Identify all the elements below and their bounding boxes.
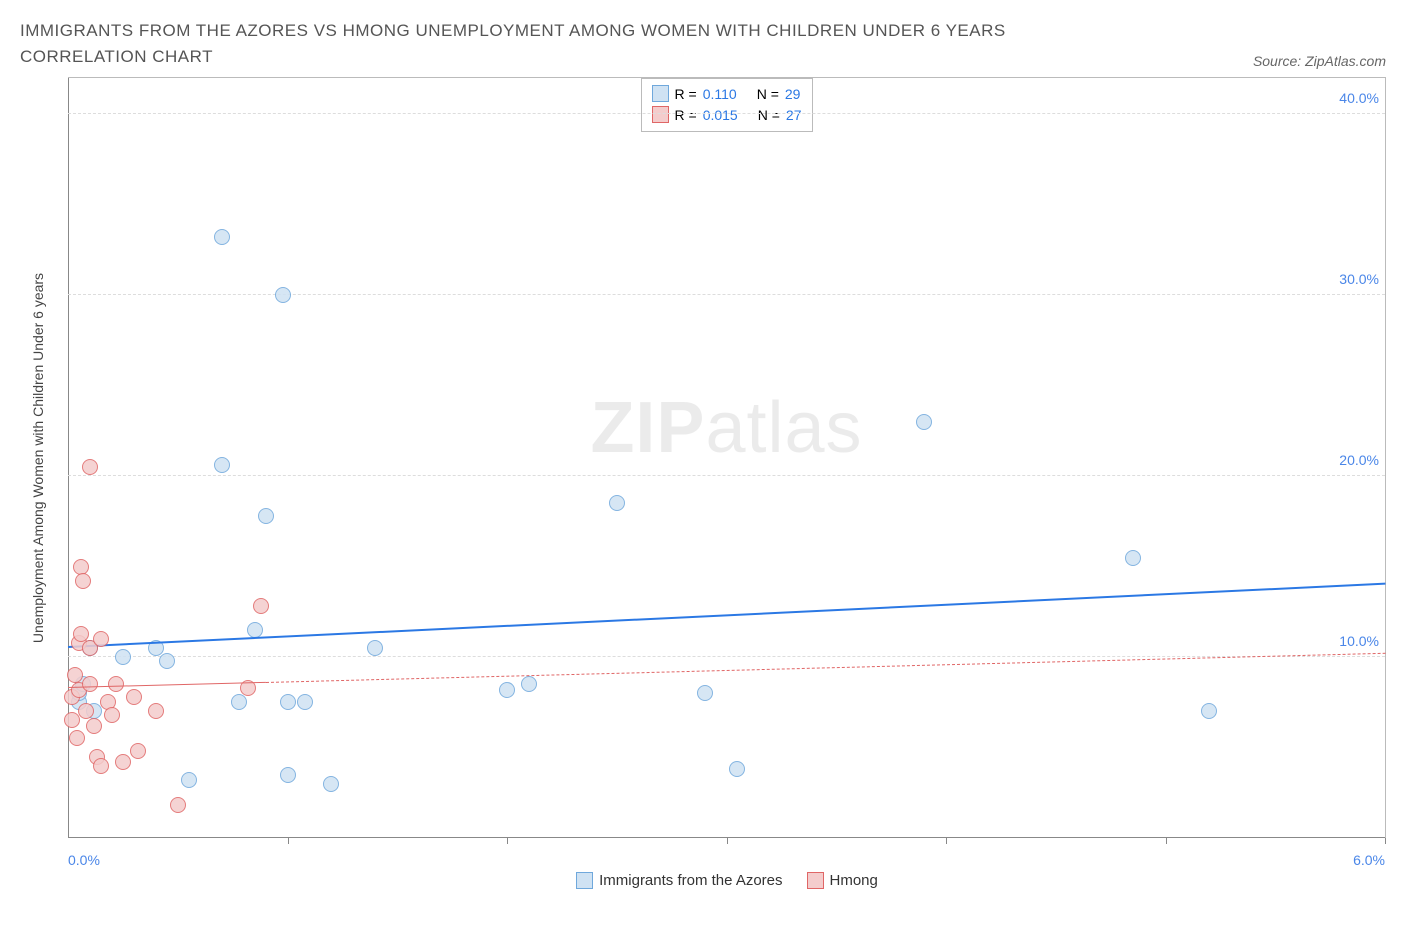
data-point-hmong	[82, 676, 98, 692]
r-label: R =	[675, 86, 697, 102]
chart-header: IMMIGRANTS FROM THE AZORES VS HMONG UNEM…	[20, 18, 1386, 69]
correlation-legend: R = 0.110 N = 29 R = 0.015 N = 27	[641, 78, 813, 132]
y-tick-label: 30.0%	[1339, 271, 1379, 287]
y-tick-label: 10.0%	[1339, 633, 1379, 649]
r-value: 0.110	[703, 86, 737, 102]
legend-label: Immigrants from the Azores	[599, 872, 782, 889]
x-tick-mark	[727, 838, 728, 844]
y-tick-label: 40.0%	[1339, 90, 1379, 106]
legend-label: Hmong	[830, 872, 878, 889]
x-tick-max: 6.0%	[1353, 852, 1385, 868]
data-point-azores	[1201, 703, 1217, 719]
data-point-azores	[697, 685, 713, 701]
data-point-azores	[115, 649, 131, 665]
data-point-azores	[916, 414, 932, 430]
x-tick-mark	[507, 838, 508, 844]
data-point-azores	[499, 682, 515, 698]
data-point-azores	[280, 767, 296, 783]
y-axis-label: Unemployment Among Women with Children U…	[30, 273, 46, 643]
series-legend: Immigrants from the Azores Hmong	[68, 872, 1386, 893]
data-point-hmong	[104, 707, 120, 723]
data-point-azores	[247, 622, 263, 638]
data-point-hmong	[69, 730, 85, 746]
gridline	[68, 656, 1385, 657]
chart-title: IMMIGRANTS FROM THE AZORES VS HMONG UNEM…	[20, 18, 1120, 69]
legend-swatch	[652, 85, 669, 102]
gridline	[68, 475, 1385, 476]
data-point-hmong	[75, 573, 91, 589]
n-label: N =	[757, 86, 779, 102]
data-point-hmong	[115, 754, 131, 770]
legend-item: Immigrants from the Azores	[576, 872, 782, 889]
data-point-hmong	[82, 459, 98, 475]
n-value: 27	[786, 107, 802, 123]
data-point-azores	[521, 676, 537, 692]
data-point-hmong	[108, 676, 124, 692]
gridline	[68, 294, 1385, 295]
legend-swatch	[576, 872, 593, 889]
data-point-azores	[1125, 550, 1141, 566]
data-point-hmong	[86, 718, 102, 734]
data-point-hmong	[93, 631, 109, 647]
gridline	[68, 113, 1385, 114]
data-point-azores	[159, 653, 175, 669]
data-point-azores	[214, 457, 230, 473]
data-point-azores	[231, 694, 247, 710]
x-tick-mark	[288, 838, 289, 844]
data-point-azores	[367, 640, 383, 656]
x-tick-mark	[1385, 838, 1386, 844]
data-point-hmong	[253, 598, 269, 614]
legend-swatch	[807, 872, 824, 889]
trendline-azores	[68, 583, 1385, 648]
x-tick-mark	[1166, 838, 1167, 844]
plot-area: ZIPatlas R = 0.110N = 29R = 0.015N = 27 …	[68, 78, 1385, 838]
data-point-azores	[729, 761, 745, 777]
data-point-azores	[214, 229, 230, 245]
data-point-azores	[280, 694, 296, 710]
data-point-hmong	[126, 689, 142, 705]
data-point-hmong	[170, 797, 186, 813]
x-tick-min: 0.0%	[68, 852, 100, 868]
n-value: 29	[785, 86, 801, 102]
x-tick-mark	[946, 838, 947, 844]
data-point-hmong	[73, 626, 89, 642]
n-label: N =	[758, 107, 780, 123]
data-point-azores	[323, 776, 339, 792]
data-point-azores	[609, 495, 625, 511]
legend-row-hmong: R = 0.015 N = 27	[652, 104, 802, 125]
r-value: 0.015	[703, 107, 738, 123]
data-point-hmong	[148, 703, 164, 719]
legend-row-azores: R = 0.110 N = 29	[652, 83, 802, 104]
data-point-hmong	[130, 743, 146, 759]
data-point-azores	[297, 694, 313, 710]
legend-swatch	[652, 106, 669, 123]
y-tick-label: 20.0%	[1339, 452, 1379, 468]
data-point-hmong	[93, 758, 109, 774]
watermark: ZIPatlas	[590, 387, 862, 469]
r-label: R =	[675, 107, 697, 123]
legend-item: Hmong	[807, 872, 878, 889]
data-point-azores	[275, 287, 291, 303]
data-point-azores	[181, 772, 197, 788]
source-label: Source: ZipAtlas.com	[1253, 53, 1386, 69]
data-point-hmong	[78, 703, 94, 719]
scatter-chart: Unemployment Among Women with Children U…	[68, 77, 1386, 838]
data-point-azores	[258, 508, 274, 524]
